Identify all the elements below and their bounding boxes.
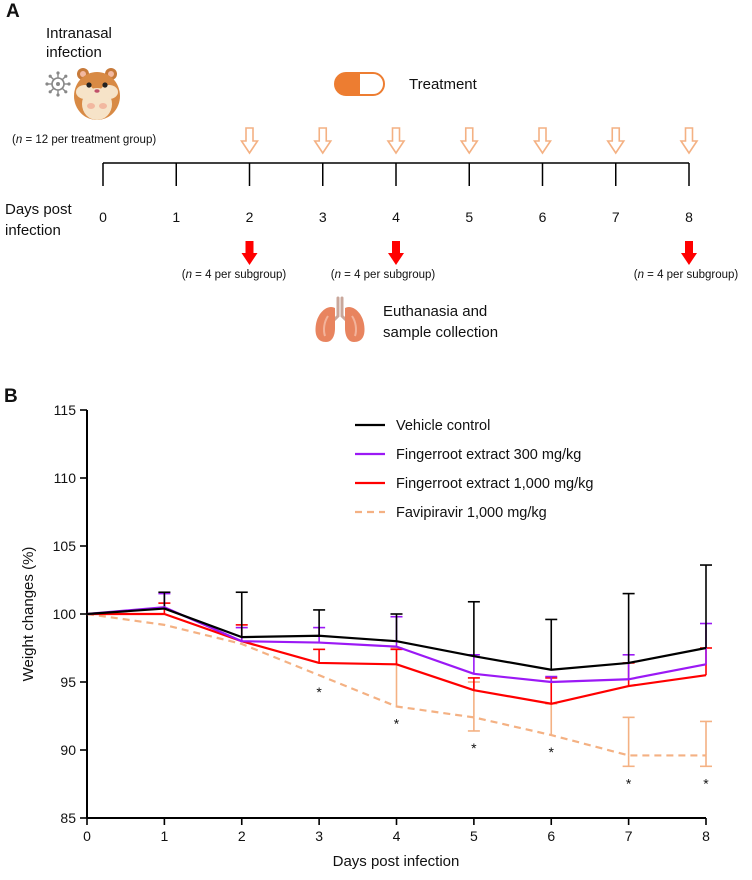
y-tick-labels: 85 90 95 100 105 110 115 (53, 402, 77, 826)
legend-entry: Fingerroot extract 1,000 mg/kg (396, 476, 593, 492)
x-tick-labels: 0 1 2 3 4 5 6 7 8 (83, 828, 710, 844)
timeline-day-label: 1 (172, 209, 180, 225)
timeline-day-label: 3 (319, 209, 327, 225)
significance-asterisk: * (703, 775, 709, 791)
euthanasia-arrows (241, 241, 697, 265)
panel-b-label: B (4, 386, 18, 407)
euthanasia-arrow (241, 241, 258, 265)
y-axis-label: Weight changes (%) (20, 547, 37, 682)
subgroup-note: (n = 4 per subgroup) (331, 269, 436, 281)
significance-asterisk: * (626, 775, 632, 791)
lungs-icon (315, 296, 365, 342)
timeline-day-label: 5 (465, 209, 473, 225)
y-tick-label: 95 (60, 674, 76, 690)
y-tick-label: 105 (53, 538, 77, 554)
treatment-label: Treatment (409, 76, 478, 93)
timeline-day-label: 4 (392, 209, 400, 225)
panel-b: B 85 90 95 100 105 110 115 0 1 2 3 4 5 6… (4, 386, 712, 870)
euthanasia-label-line1: Euthanasia and (383, 303, 487, 320)
series-lines (86, 606, 707, 757)
y-tick-label: 90 (60, 742, 76, 758)
treatment-arrow (533, 127, 552, 155)
error-bars (158, 564, 712, 768)
legend-entry: Favipiravir 1,000 mg/kg (396, 505, 547, 521)
series-line (86, 612, 706, 757)
x-tick-label: 2 (238, 828, 246, 844)
timeline-axis-label-line1: Days post (5, 201, 73, 218)
treatment-arrow (240, 127, 259, 155)
euthanasia-arrow (681, 241, 697, 265)
legend-entry: Vehicle control (396, 418, 490, 434)
timeline-axis-label-line2: infection (5, 222, 61, 239)
infection-label-line2: infection (46, 44, 102, 61)
treatment-arrow (679, 127, 699, 155)
timeline-day-label: 8 (685, 209, 693, 225)
legend: Vehicle control Fingerroot extract 300 m… (355, 418, 593, 521)
x-tick-label: 0 (83, 828, 91, 844)
group-size-note: (n = 12 per treatment group) (12, 134, 156, 146)
treatment-arrow (606, 127, 626, 155)
panel-a-label: A (6, 1, 20, 22)
x-tick-label: 4 (393, 828, 401, 844)
y-ticks (80, 409, 87, 819)
timeline-day-labels: 0 1 2 3 4 5 6 7 8 (99, 209, 693, 225)
hamster-icon (74, 68, 120, 120)
timeline-day-label: 2 (246, 209, 254, 225)
x-axis-label: Days post infection (333, 853, 460, 870)
legend-entry: Fingerroot extract 300 mg/kg (396, 447, 581, 463)
significance-asterisk: * (471, 740, 477, 756)
infection-label-line1: Intranasal (46, 25, 112, 42)
series-line (86, 607, 707, 671)
y-tick-label: 85 (60, 810, 76, 826)
x-tick-label: 8 (702, 828, 710, 844)
euthanasia-arrow (388, 241, 404, 265)
timeline-day-label: 6 (539, 209, 547, 225)
significance-asterisk: * (394, 715, 400, 731)
x-tick-label: 5 (470, 828, 478, 844)
timeline-day-label: 0 (99, 209, 107, 225)
significance-marks: * * * * * * (316, 684, 709, 791)
x-tick-label: 6 (547, 828, 555, 844)
significance-asterisk: * (316, 684, 322, 700)
y-tick-label: 100 (53, 606, 77, 622)
euthanasia-label-line2: sample collection (383, 324, 498, 341)
timeline-day-label: 7 (612, 209, 620, 225)
x-tick-label: 7 (625, 828, 633, 844)
capsule-icon (334, 72, 385, 96)
subgroup-note: (n = 4 per subgroup) (634, 269, 739, 281)
subgroup-labels: (n = 4 per subgroup) (n = 4 per subgroup… (182, 269, 739, 281)
treatment-arrow (313, 127, 333, 155)
series-line (87, 612, 707, 705)
x-ticks (86, 818, 707, 825)
subgroup-note: (n = 4 per subgroup) (182, 269, 287, 281)
treatment-arrow (459, 127, 479, 155)
x-tick-label: 1 (160, 828, 168, 844)
y-tick-label: 115 (54, 402, 77, 418)
y-tick-label: 110 (54, 470, 77, 486)
panel-a: A (5, 1, 738, 342)
treatment-arrow (386, 127, 406, 155)
significance-asterisk: * (549, 744, 555, 760)
x-tick-label: 3 (315, 828, 323, 844)
treatment-arrows (240, 127, 699, 155)
timeline-ticks (102, 163, 690, 186)
virus-icon (45, 71, 71, 97)
